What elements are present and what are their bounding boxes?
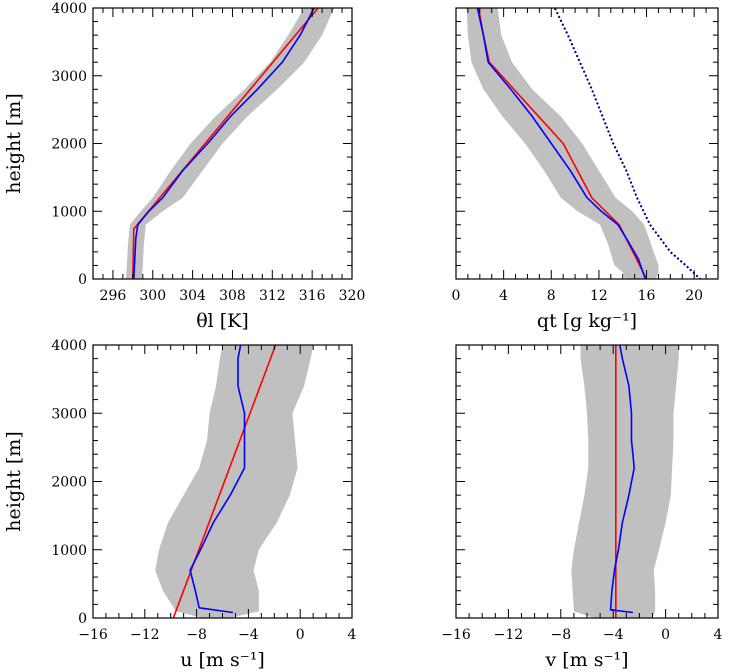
x-tick-label: 0	[296, 627, 305, 643]
plot-area	[466, 8, 702, 279]
y-tick-label: 4000	[51, 1, 87, 17]
x-tick-label: 0	[661, 627, 670, 643]
red-profile-line	[132, 8, 319, 279]
x-tick-label: 0	[452, 288, 461, 304]
plot-area	[571, 345, 679, 618]
y-tick-label: 2000	[51, 137, 87, 153]
y-tick-label: 1000	[51, 204, 87, 220]
x-tick-label: 4	[499, 288, 508, 304]
x-tick-label: −4	[238, 627, 259, 643]
x-tick-label: 316	[299, 288, 326, 304]
x-tick-label: 300	[139, 288, 166, 304]
v-panel: −16 −12 −8 −4 0 4 v [m s⁻¹]	[441, 344, 723, 671]
blue-profile-line	[476, 8, 647, 279]
x-tick-label: 16	[638, 288, 656, 304]
y-tick-label: 3000	[51, 406, 87, 422]
x-axis-label: u [m s⁻¹]	[180, 649, 265, 671]
x-tick-label: 296	[100, 288, 127, 304]
x-tick-label: −8	[550, 627, 571, 643]
spread-band	[571, 345, 679, 618]
x-axis-label: θl [K]	[196, 310, 249, 332]
y-axis-label: height [m]	[3, 93, 25, 193]
x-tick-label: −12	[494, 627, 524, 643]
y-tick-label: 0	[78, 611, 87, 627]
x-tick-label: 12	[590, 288, 608, 304]
spread-band	[125, 8, 335, 279]
x-tick-label: −16	[78, 627, 108, 643]
x-tick-label: 4	[348, 627, 357, 643]
y-tick-label: 1000	[51, 543, 87, 559]
spread-band	[155, 345, 314, 618]
y-tick-label: 3000	[51, 69, 87, 85]
x-tick-label: −12	[130, 627, 160, 643]
plot-area	[155, 345, 314, 618]
x-tick-label: 8	[547, 288, 556, 304]
y-tick-label: 4000	[51, 338, 87, 354]
plot-area	[125, 8, 335, 279]
x-axis-label: v [m s⁻¹]	[544, 649, 628, 671]
x-tick-label: −16	[441, 627, 471, 643]
y-tick-label: 2000	[51, 475, 87, 491]
x-tick-label: 320	[339, 288, 366, 304]
blue-profile-line	[133, 8, 315, 279]
blue-profile-line	[189, 345, 246, 614]
x-axis-label: qt [g kg⁻¹]	[537, 310, 637, 332]
qt-panel: 0 4 8 12 16 20 qt [g kg⁻¹]	[452, 7, 719, 332]
u-panel: −16 −12 −8 −4 0 4 0 1000 2000 3000 4000 u [m s⁻¹] he…	[3, 338, 357, 671]
theta-panel: 296 300 304 308 312 316 320 0 1000 2000 3000 4000 θl…	[3, 1, 365, 332]
x-tick-label: −8	[186, 627, 207, 643]
x-tick-label: 4	[714, 627, 723, 643]
y-tick-label: 0	[78, 272, 87, 288]
x-tick-label: 312	[259, 288, 286, 304]
blue-profile-line	[609, 345, 636, 614]
x-tick-label: 304	[179, 288, 206, 304]
y-axis-label: height [m]	[3, 431, 25, 531]
x-tick-label: 308	[219, 288, 246, 304]
x-tick-label: −4	[603, 627, 624, 643]
x-tick-label: 20	[685, 288, 703, 304]
